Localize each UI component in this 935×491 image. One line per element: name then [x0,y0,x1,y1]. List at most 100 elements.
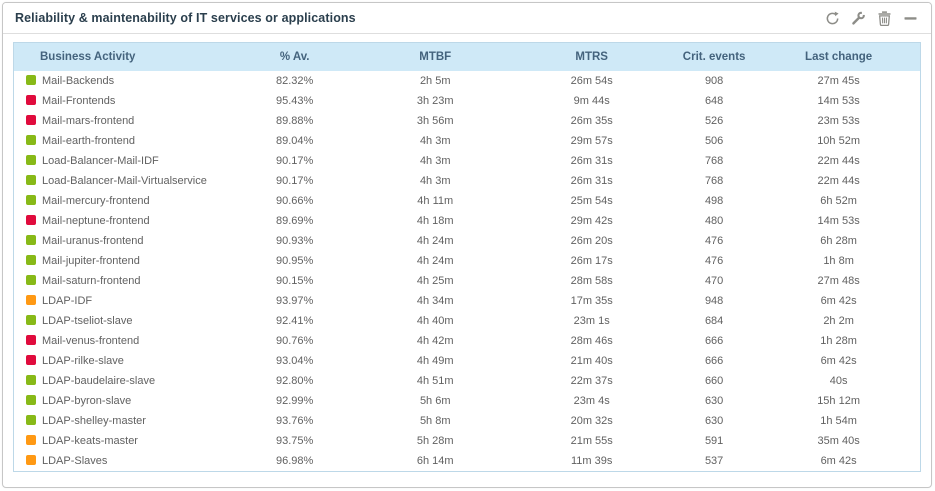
ba-name-cell: Mail-earth-frontend [13,131,232,151]
mtbf-cell: 4h 34m [358,291,513,311]
last-change-cell: 6m 42s [757,451,921,472]
configure-button[interactable] [850,10,867,27]
availability-cell: 93.75% [231,431,359,451]
availability-cell: 90.66% [231,191,359,211]
ba-name[interactable]: LDAP-Slaves [42,455,108,467]
ba-name[interactable]: Mail-venus-frontend [42,335,140,347]
wrench-icon [852,10,866,25]
ba-name-cell: Mail-Backends [13,71,232,91]
last-change-cell: 23m 53s [757,111,921,131]
ba-name[interactable]: LDAP-keats-master [42,435,138,447]
refresh-button[interactable] [824,10,841,27]
ba-name[interactable]: Load-Balancer-Mail-Virtualservice [42,175,207,187]
ba-name-cell: Mail-mars-frontend [13,111,232,131]
ba-name[interactable]: Mail-jupiter-frontend [42,255,140,267]
last-change-cell: 14m 53s [757,211,921,231]
status-critical-icon [26,215,36,225]
status-critical-icon [26,115,36,125]
ba-name[interactable]: LDAP-rilke-slave [42,355,124,367]
crit-events-cell: 684 [671,311,758,331]
availability-cell: 96.98% [231,451,359,472]
mtrs-cell: 26m 20s [512,231,672,251]
mtbf-cell: 4h 18m [358,211,513,231]
last-change-cell: 22m 44s [757,151,921,171]
table-row: Mail-mercury-frontend 90.66% 4h 11m 25m 54s… [13,191,921,211]
status-ok-icon [26,135,36,145]
availability-cell: 93.04% [231,351,359,371]
ba-name[interactable]: Mail-earth-frontend [42,135,135,147]
last-change-cell: 1h 8m [757,251,921,271]
ba-name[interactable]: Mail-neptune-frontend [42,215,150,227]
mtbf-cell: 4h 25m [358,271,513,291]
widget-toolbar [824,10,919,27]
availability-cell: 89.88% [231,111,359,131]
status-warning-icon [26,435,36,445]
table-header-row: Business Activity % Av. MTBF MTRS Crit. … [13,42,921,71]
crit-events-cell: 768 [671,151,758,171]
ba-name[interactable]: LDAP-tseliot-slave [42,315,133,327]
mtbf-cell: 3h 23m [358,91,513,111]
status-ok-icon [26,395,36,405]
ba-name-cell: LDAP-baudelaire-slave [13,371,232,391]
availability-cell: 92.99% [231,391,359,411]
status-ok-icon [26,315,36,325]
last-change-cell: 6h 52m [757,191,921,211]
ba-name[interactable]: LDAP-IDF [42,295,93,307]
crit-events-cell: 591 [671,431,758,451]
status-ok-icon [26,175,36,185]
status-ok-icon [26,195,36,205]
status-critical-icon [26,355,36,365]
mtbf-cell: 5h 8m [358,411,513,431]
ba-name[interactable]: Mail-saturn-frontend [42,275,141,287]
ba-name[interactable]: Load-Balancer-Mail-IDF [42,155,159,167]
mtbf-cell: 3h 56m [358,111,513,131]
status-ok-icon [26,415,36,425]
mtrs-cell: 21m 40s [512,351,672,371]
mtbf-cell: 4h 3m [358,171,513,191]
status-warning-icon [26,455,36,465]
mtbf-cell: 2h 5m [358,71,513,91]
mtrs-cell: 17m 35s [512,291,672,311]
ba-name[interactable]: Mail-mercury-frontend [42,195,150,207]
table-row: Mail-saturn-frontend 90.15% 4h 25m 28m 58s 4… [13,271,921,291]
collapse-button[interactable] [902,10,919,27]
delete-button[interactable] [876,10,893,27]
last-change-cell: 6m 42s [757,291,921,311]
ba-name[interactable]: LDAP-shelley-master [42,415,146,427]
refresh-icon [826,11,839,24]
ba-name[interactable]: Mail-uranus-frontend [42,235,144,247]
status-ok-icon [26,275,36,285]
crit-events-cell: 470 [671,271,758,291]
crit-events-cell: 506 [671,131,758,151]
status-warning-icon [26,295,36,305]
ba-name-cell: Mail-saturn-frontend [13,271,232,291]
last-change-cell: 27m 45s [757,71,921,91]
mtrs-cell: 20m 32s [512,411,672,431]
availability-cell: 92.41% [231,311,359,331]
ba-name-cell: Mail-venus-frontend [13,331,232,351]
availability-cell: 90.93% [231,231,359,251]
availability-cell: 90.76% [231,331,359,351]
mtrs-cell: 26m 17s [512,251,672,271]
ba-name[interactable]: LDAP-baudelaire-slave [42,375,156,387]
ba-name-cell: Mail-neptune-frontend [13,211,232,231]
status-critical-icon [26,335,36,345]
table-row: Mail-venus-frontend 90.76% 4h 42m 28m 46s 66… [13,331,921,351]
table-row: LDAP-shelley-master 93.76% 5h 8m 20m 32s 630… [13,411,921,431]
ba-name-cell: Mail-uranus-frontend [13,231,232,251]
table-row: LDAP-rilke-slave 93.04% 4h 49m 21m 40s 666 6m… [13,351,921,371]
ba-name[interactable]: Mail-mars-frontend [42,115,135,127]
status-ok-icon [26,375,36,385]
mtbf-cell: 4h 42m [358,331,513,351]
mtbf-cell: 4h 40m [358,311,513,331]
ba-name-cell: Mail-Frontends [13,91,232,111]
mtrs-cell: 25m 54s [512,191,672,211]
ba-name[interactable]: Mail-Frontends [42,95,116,107]
ba-name[interactable]: Mail-Backends [42,75,115,87]
ba-name[interactable]: LDAP-byron-slave [42,395,132,407]
mtbf-cell: 6h 14m [358,451,513,472]
crit-events-cell: 630 [671,411,758,431]
mtbf-cell: 4h 24m [358,251,513,271]
availability-cell: 93.76% [231,411,359,431]
